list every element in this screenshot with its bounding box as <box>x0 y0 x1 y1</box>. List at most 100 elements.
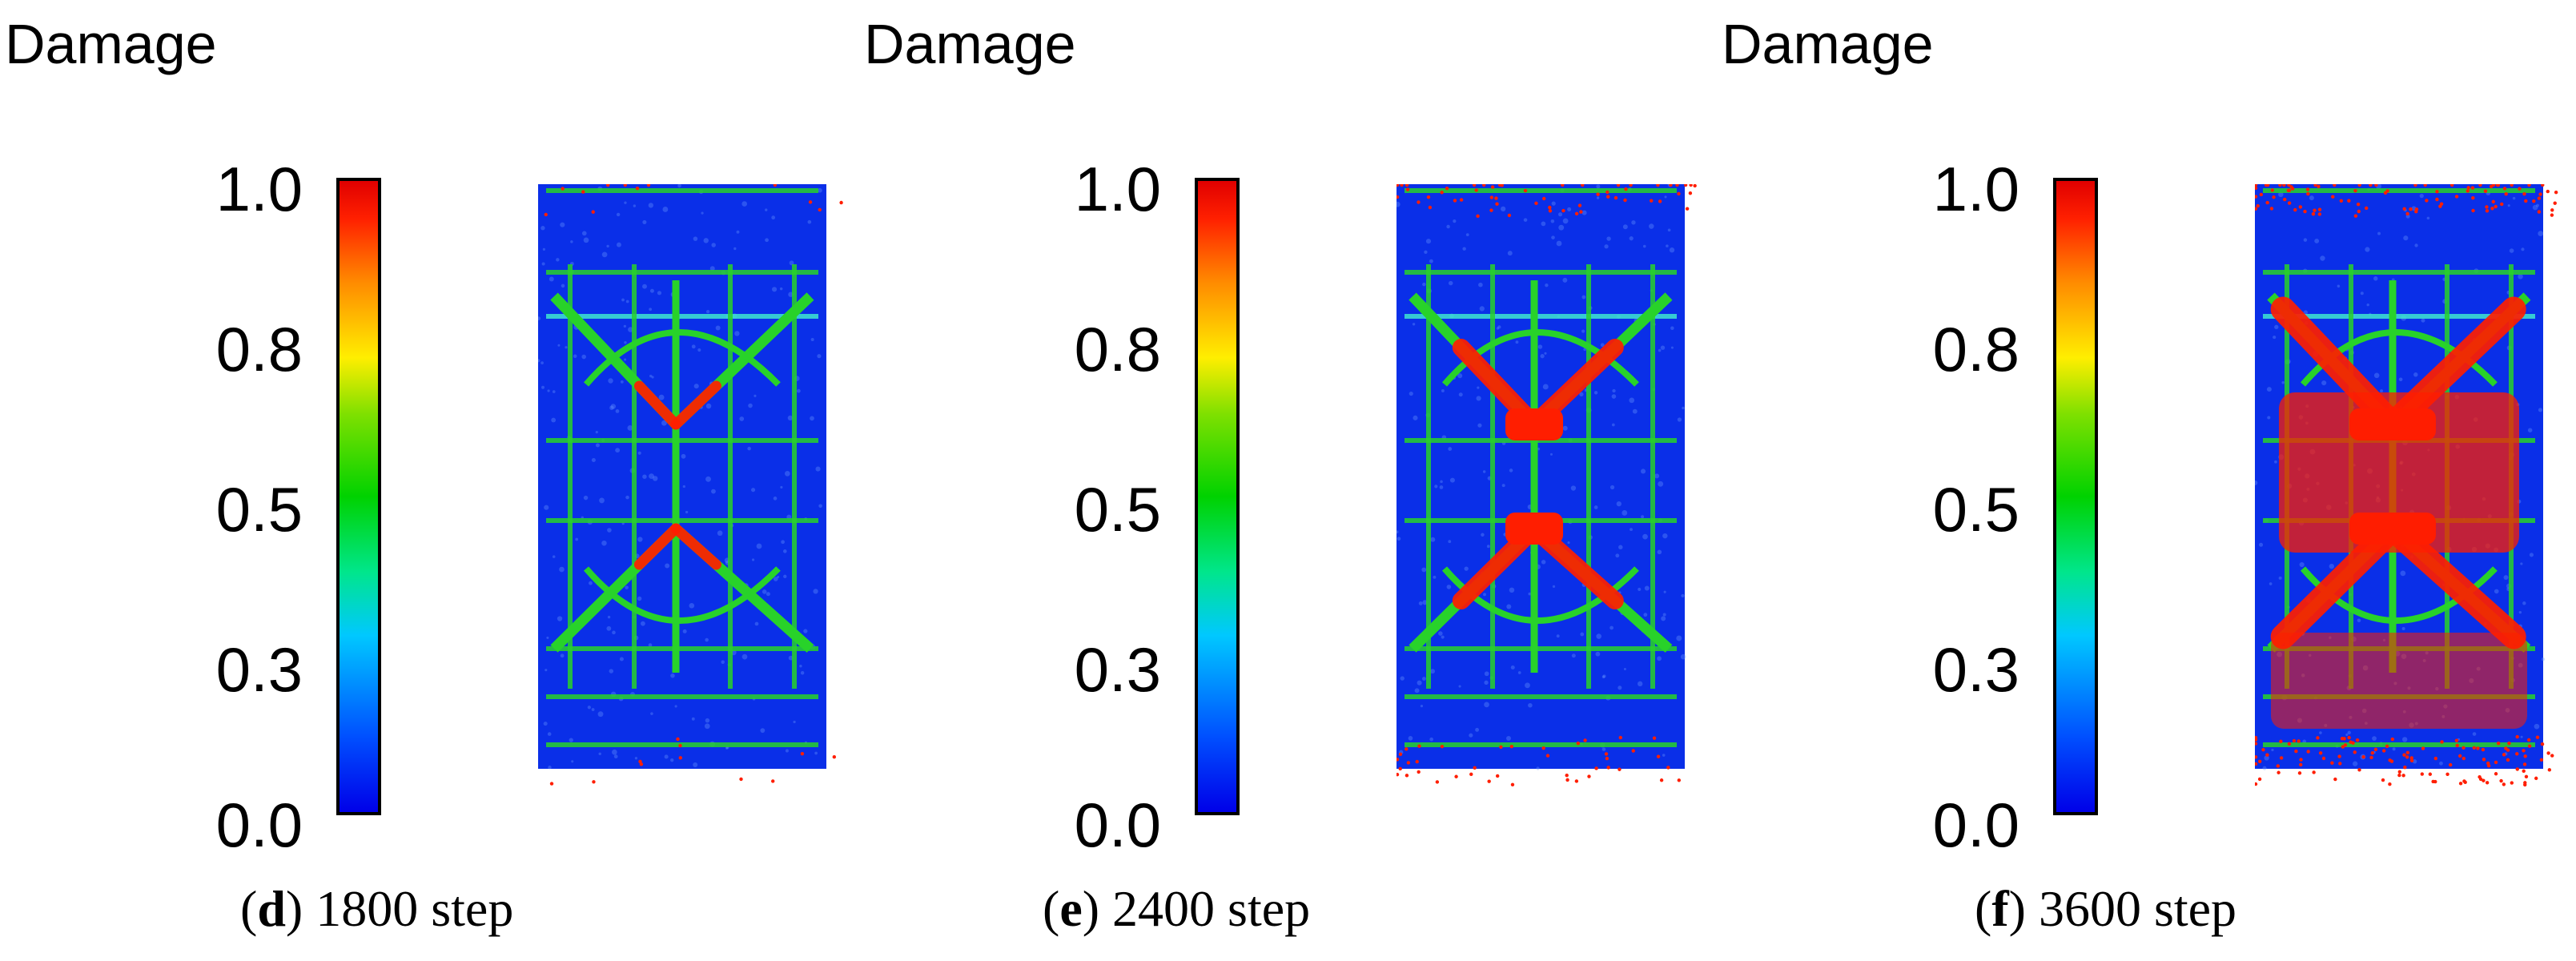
damage-particle <box>1435 780 1440 784</box>
damage-particle <box>2485 209 2490 213</box>
damage-particle <box>1689 184 1693 187</box>
damage-particle <box>2470 186 2475 190</box>
texture-speckle <box>1662 754 1666 757</box>
texture-speckle <box>1581 329 1585 333</box>
damage-colorbar <box>2053 178 2098 815</box>
texture-speckle <box>1611 423 1615 427</box>
damage-particle <box>2522 191 2526 196</box>
damage-particle <box>2409 758 2414 763</box>
texture-speckle <box>785 749 789 753</box>
damage-particle <box>2550 754 2554 758</box>
texture-speckle <box>1528 592 1532 596</box>
damage-particle <box>839 200 843 205</box>
damage-particle <box>832 755 837 759</box>
texture-speckle <box>573 354 577 358</box>
texture-speckle <box>625 300 629 304</box>
damage-particle <box>646 184 651 187</box>
texture-speckle <box>620 380 624 384</box>
texture-speckle <box>615 409 620 413</box>
texture-speckle <box>1481 533 1485 537</box>
damage-particle <box>605 184 610 187</box>
texture-speckle <box>662 207 669 212</box>
damage-particle <box>2287 201 2292 205</box>
damage-particle <box>1587 774 1591 778</box>
texture-speckle <box>681 453 686 459</box>
texture-speckle <box>2518 274 2523 279</box>
texture-speckle <box>2512 196 2516 200</box>
texture-speckle <box>689 602 695 609</box>
damage-particle <box>678 743 682 748</box>
texture-speckle <box>1501 484 1505 488</box>
texture-speckle <box>560 222 565 227</box>
texture-speckle <box>787 415 793 421</box>
texture-speckle <box>1448 447 1453 451</box>
damage-particle <box>2298 205 2303 209</box>
damage-particle <box>2272 195 2276 199</box>
damage-particle <box>2257 777 2262 782</box>
damage-colorbar <box>336 178 381 815</box>
texture-speckle <box>1661 616 1666 621</box>
texture-speckle <box>1483 593 1486 597</box>
arch-crack-top <box>583 329 781 387</box>
damage-particle <box>2486 761 2490 766</box>
texture-speckle <box>756 543 762 549</box>
texture-speckle <box>1412 323 1416 326</box>
texture-speckle <box>552 555 556 558</box>
texture-speckle <box>591 457 596 463</box>
damage-particle <box>2255 742 2258 746</box>
damage-particle <box>2381 749 2386 753</box>
texture-speckle <box>616 212 621 217</box>
damage-particle <box>2287 742 2292 746</box>
texture-speckle <box>1593 505 1598 509</box>
texture-speckle <box>2439 761 2443 766</box>
texture-speckle <box>1542 384 1549 390</box>
texture-speckle <box>612 749 617 755</box>
texture-speckle <box>2303 238 2308 242</box>
texture-speckle <box>2281 381 2285 384</box>
texture-speckle <box>551 417 557 423</box>
texture-speckle <box>1458 685 1461 688</box>
texture-speckle <box>1545 283 1549 287</box>
damage-particle <box>1577 203 1582 207</box>
texture-speckle <box>1667 228 1671 232</box>
damage-particle <box>1428 205 1433 210</box>
damage-particle <box>2364 206 2369 211</box>
texture-speckle <box>1414 688 1420 694</box>
damage-particle <box>2554 190 2558 195</box>
texture-speckle <box>2401 627 2405 631</box>
damage-particle <box>2312 770 2316 774</box>
texture-speckle <box>817 354 822 359</box>
texture-speckle <box>538 316 541 320</box>
damage-particle <box>2553 201 2557 205</box>
texture-speckle <box>1556 634 1560 638</box>
texture-speckle <box>771 287 778 292</box>
texture-speckle <box>1397 537 1401 541</box>
texture-speckle <box>2373 372 2380 379</box>
texture-speckle <box>2255 480 2258 485</box>
damage-particle <box>2347 199 2351 203</box>
damage-particle <box>2461 756 2465 761</box>
damage-particle <box>2341 745 2345 749</box>
texture-speckle <box>1596 196 1600 199</box>
texture-speckle <box>1482 470 1486 473</box>
damage-particle <box>561 187 565 191</box>
damage-particle <box>2255 186 2258 191</box>
damage-particle <box>2289 185 2293 189</box>
damage-particle <box>2523 782 2527 787</box>
damage-particle <box>2490 207 2494 211</box>
damage-particle <box>2515 767 2519 771</box>
damage-particle <box>2485 781 2490 785</box>
texture-speckle <box>2520 562 2523 565</box>
texture-speckle <box>1446 224 1450 229</box>
damage-particle <box>1581 184 1585 187</box>
texture-speckle <box>1550 219 1555 223</box>
texture-speckle <box>2538 408 2542 412</box>
texture-speckle <box>606 244 609 248</box>
damage-particle <box>2333 777 2337 782</box>
damage-particle <box>2439 202 2444 206</box>
damage-particle <box>2264 184 2269 187</box>
texture-speckle <box>807 219 812 224</box>
texture-speckle <box>1562 425 1568 431</box>
damage-particle <box>2518 187 2522 191</box>
texture-speckle <box>1429 737 1433 742</box>
